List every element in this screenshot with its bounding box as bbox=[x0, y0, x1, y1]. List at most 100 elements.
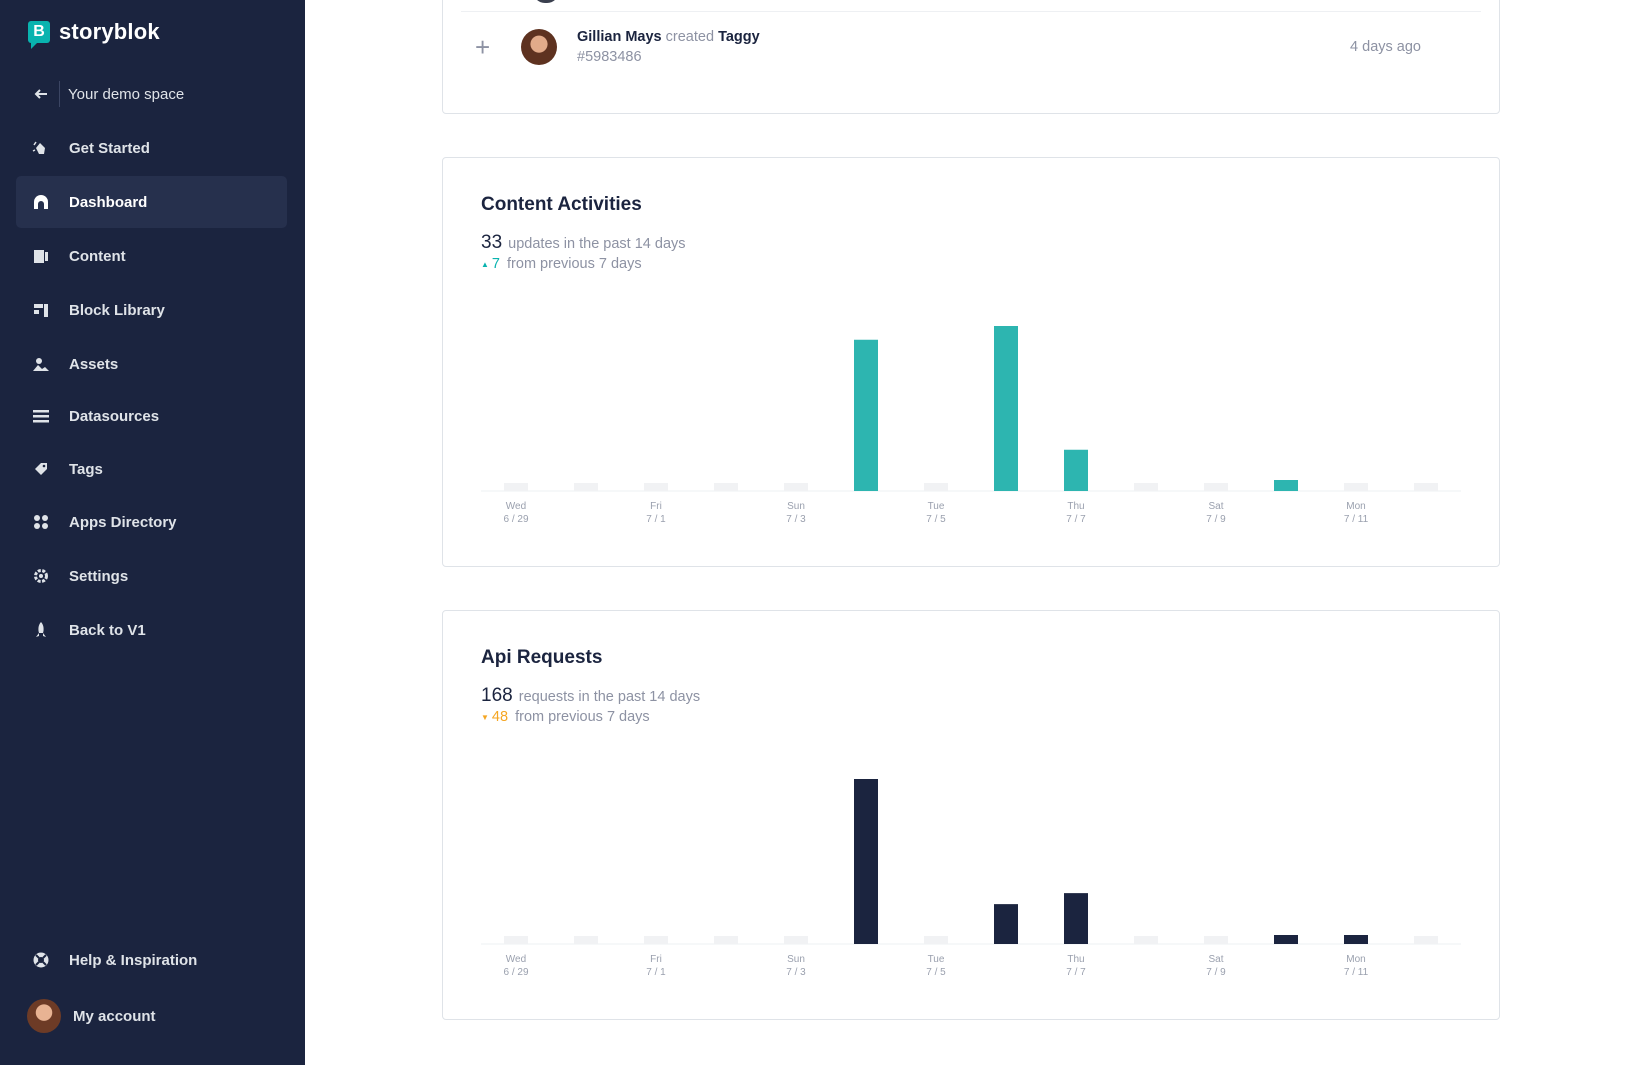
sidebar-item-block-library[interactable]: Block Library bbox=[16, 284, 287, 336]
sidebar-item-label: Block Library bbox=[69, 301, 165, 319]
bar-placeholder bbox=[1204, 483, 1228, 491]
activity-user[interactable]: Gillian Mays bbox=[577, 29, 662, 45]
delta-value: 7 bbox=[491, 256, 500, 272]
sidebar-item-label: Settings bbox=[69, 567, 129, 585]
avatar bbox=[27, 999, 61, 1033]
bar-placeholder bbox=[1204, 936, 1228, 944]
content-icon bbox=[31, 246, 51, 266]
activity-id: #5983486 bbox=[577, 49, 642, 65]
bar-placeholder bbox=[1414, 483, 1438, 491]
tick-label-day: Tue bbox=[928, 954, 945, 965]
tick-label-date: 7 / 9 bbox=[1206, 967, 1226, 978]
sidebar-item-label: Get Started bbox=[69, 139, 150, 157]
activity-time: 4 days ago bbox=[1350, 39, 1421, 55]
bar-placeholder bbox=[644, 936, 668, 944]
delta-text: from previous 7 days bbox=[507, 256, 642, 272]
main-content: + Gillian Mays created Taggy #5983486 4 … bbox=[305, 0, 1633, 1065]
sidebar-item-get-started[interactable]: Get Started bbox=[16, 122, 287, 174]
lifebuoy-icon bbox=[31, 950, 51, 970]
delta: ▲ 7 from previous 7 days bbox=[481, 256, 642, 272]
tick-label-date: 7 / 7 bbox=[1066, 967, 1086, 978]
storyblok-logo-icon: B bbox=[28, 21, 50, 49]
back-to-space[interactable]: Your demo space bbox=[16, 68, 287, 120]
sidebar-item-label: Tags bbox=[69, 460, 103, 478]
tick-label-day: Fri bbox=[650, 501, 662, 512]
avatar bbox=[521, 29, 557, 65]
bar-placeholder bbox=[574, 483, 598, 491]
datasources-icon bbox=[31, 406, 51, 426]
bar-placeholder bbox=[1134, 483, 1158, 491]
bar-placeholder bbox=[1344, 483, 1368, 491]
gear-icon bbox=[31, 566, 51, 586]
space-name: Your demo space bbox=[68, 85, 185, 103]
tick-label-date: 7 / 3 bbox=[786, 967, 806, 978]
hand-wave-icon bbox=[31, 138, 51, 158]
tick-label-day: Sat bbox=[1208, 501, 1223, 512]
sidebar-item-tags[interactable]: Tags bbox=[16, 443, 287, 495]
bar-placeholder bbox=[1134, 936, 1158, 944]
sidebar-item-assets[interactable]: Assets bbox=[16, 338, 287, 390]
tick-label-day: Wed bbox=[506, 501, 526, 512]
sidebar-item-content[interactable]: Content bbox=[16, 230, 287, 282]
assets-icon bbox=[31, 354, 51, 374]
plus-icon[interactable]: + bbox=[475, 32, 491, 62]
tick-label-date: 7 / 11 bbox=[1344, 967, 1369, 978]
tick-label-day: Tue bbox=[928, 501, 945, 512]
bar bbox=[994, 326, 1018, 491]
arrow-left-icon bbox=[31, 84, 51, 104]
bar bbox=[854, 779, 878, 944]
sidebar-item-settings[interactable]: Settings bbox=[16, 550, 287, 602]
activity-row[interactable]: + Gillian Mays created Taggy #5983486 4 … bbox=[461, 11, 1481, 82]
sidebar-item-label: Back to V1 bbox=[69, 621, 146, 639]
sidebar-item-account[interactable]: My account bbox=[16, 990, 287, 1042]
dashboard-icon bbox=[31, 192, 51, 212]
sidebar-item-label: Content bbox=[69, 247, 126, 265]
tick-label-date: 7 / 7 bbox=[1066, 514, 1086, 525]
sidebar-item-help[interactable]: Help & Inspiration bbox=[16, 934, 287, 986]
activity-object[interactable]: Taggy bbox=[718, 29, 760, 45]
bar-placeholder bbox=[1414, 936, 1438, 944]
tick-label-day: Sun bbox=[787, 954, 805, 965]
tick-label-date: 7 / 3 bbox=[786, 514, 806, 525]
sidebar-item-label: Datasources bbox=[69, 407, 160, 425]
tag-icon bbox=[31, 459, 51, 479]
sidebar-item-datasources[interactable]: Datasources bbox=[16, 390, 287, 442]
tick-label-day: Sun bbox=[787, 501, 805, 512]
bar-placeholder bbox=[504, 483, 528, 491]
api-requests-chart: Wed 6 / 29 Fri 7 / 1 Sun 7 / 3 Tue 7 / 5 Thu 7 / … bbox=[481, 779, 1461, 978]
activity-verb: created bbox=[665, 29, 715, 45]
bar bbox=[994, 904, 1018, 944]
sidebar-item-label: Dashboard bbox=[69, 193, 148, 211]
tick-label-day: Thu bbox=[1067, 501, 1084, 512]
bar bbox=[1064, 893, 1088, 944]
tick-label-date: 7 / 5 bbox=[926, 514, 946, 525]
tick-label-date: 7 / 1 bbox=[646, 514, 666, 525]
tick-label-day: Mon bbox=[1346, 501, 1365, 512]
bar-placeholder bbox=[784, 936, 808, 944]
avatar bbox=[533, 0, 559, 3]
bar bbox=[854, 339, 878, 491]
tick-label-date: 7 / 11 bbox=[1344, 514, 1369, 525]
sidebar-item-apps-directory[interactable]: Apps Directory bbox=[16, 496, 287, 548]
sidebar-item-label: Assets bbox=[69, 355, 119, 373]
tick-label-date: 7 / 1 bbox=[646, 967, 666, 978]
summary: 33 updates in the past 14 days bbox=[481, 232, 686, 254]
rocket-icon bbox=[31, 620, 51, 640]
delta: ▼ 48 from previous 7 days bbox=[481, 709, 650, 725]
tick-label-date: 7 / 9 bbox=[1206, 514, 1226, 525]
content-activities-chart: Wed 6 / 29 Fri 7 / 1 Sun 7 / 3 Tue 7 / 5 Thu 7 / … bbox=[481, 326, 1461, 525]
tick-label-day: Thu bbox=[1067, 954, 1084, 965]
sidebar-item-dashboard[interactable]: Dashboard bbox=[16, 176, 287, 228]
total-text: updates in the past 14 days bbox=[508, 236, 686, 252]
bar-placeholder bbox=[504, 936, 528, 944]
tick-label-day: Fri bbox=[650, 954, 662, 965]
block-library-icon bbox=[31, 300, 51, 320]
bar bbox=[1274, 935, 1298, 944]
total-text: requests in the past 14 days bbox=[518, 689, 701, 705]
summary: 168 requests in the past 14 days bbox=[481, 685, 700, 707]
separator bbox=[59, 81, 60, 107]
sidebar-item-back-to-v1[interactable]: Back to V1 bbox=[16, 604, 287, 656]
arrow-up-icon: ▲ bbox=[481, 260, 489, 269]
card-title: Api Requests bbox=[481, 647, 603, 668]
storyblok-logo[interactable]: B storyblok bbox=[28, 19, 160, 49]
